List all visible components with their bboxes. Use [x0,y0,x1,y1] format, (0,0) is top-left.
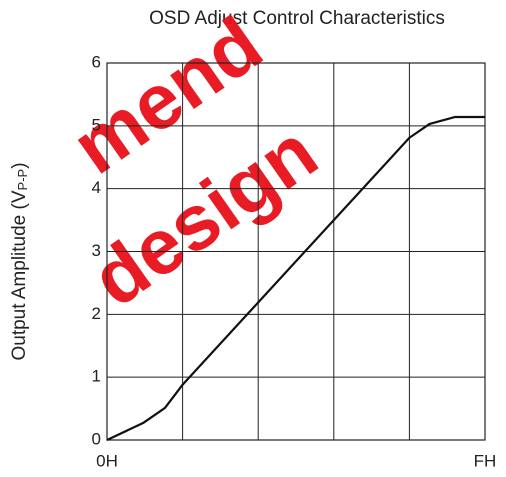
y-tick-label: 2 [92,304,101,323]
plot-frame [106,62,486,441]
chart-title: OSD Adjust Control Characteristics [149,8,445,29]
y-tick-label: 5 [92,115,101,134]
y-tick-label: 3 [92,241,101,260]
y-tick-label: 0 [92,429,101,448]
y-axis-label-part: Output Amplitude (V [9,190,30,360]
data-line [106,115,485,441]
y-tick-label: 4 [92,178,101,197]
y-tick-label: 1 [92,367,101,386]
x-tick-label: 0H [96,451,118,470]
y-axis-label-part: ) [9,162,30,168]
y-axis-label-part: P-P [15,169,30,191]
y-tick-label: 6 [92,52,101,71]
x-tick-label: FH [474,451,497,470]
y-axis-label: Output Amplitude (VP-P) [9,162,30,360]
